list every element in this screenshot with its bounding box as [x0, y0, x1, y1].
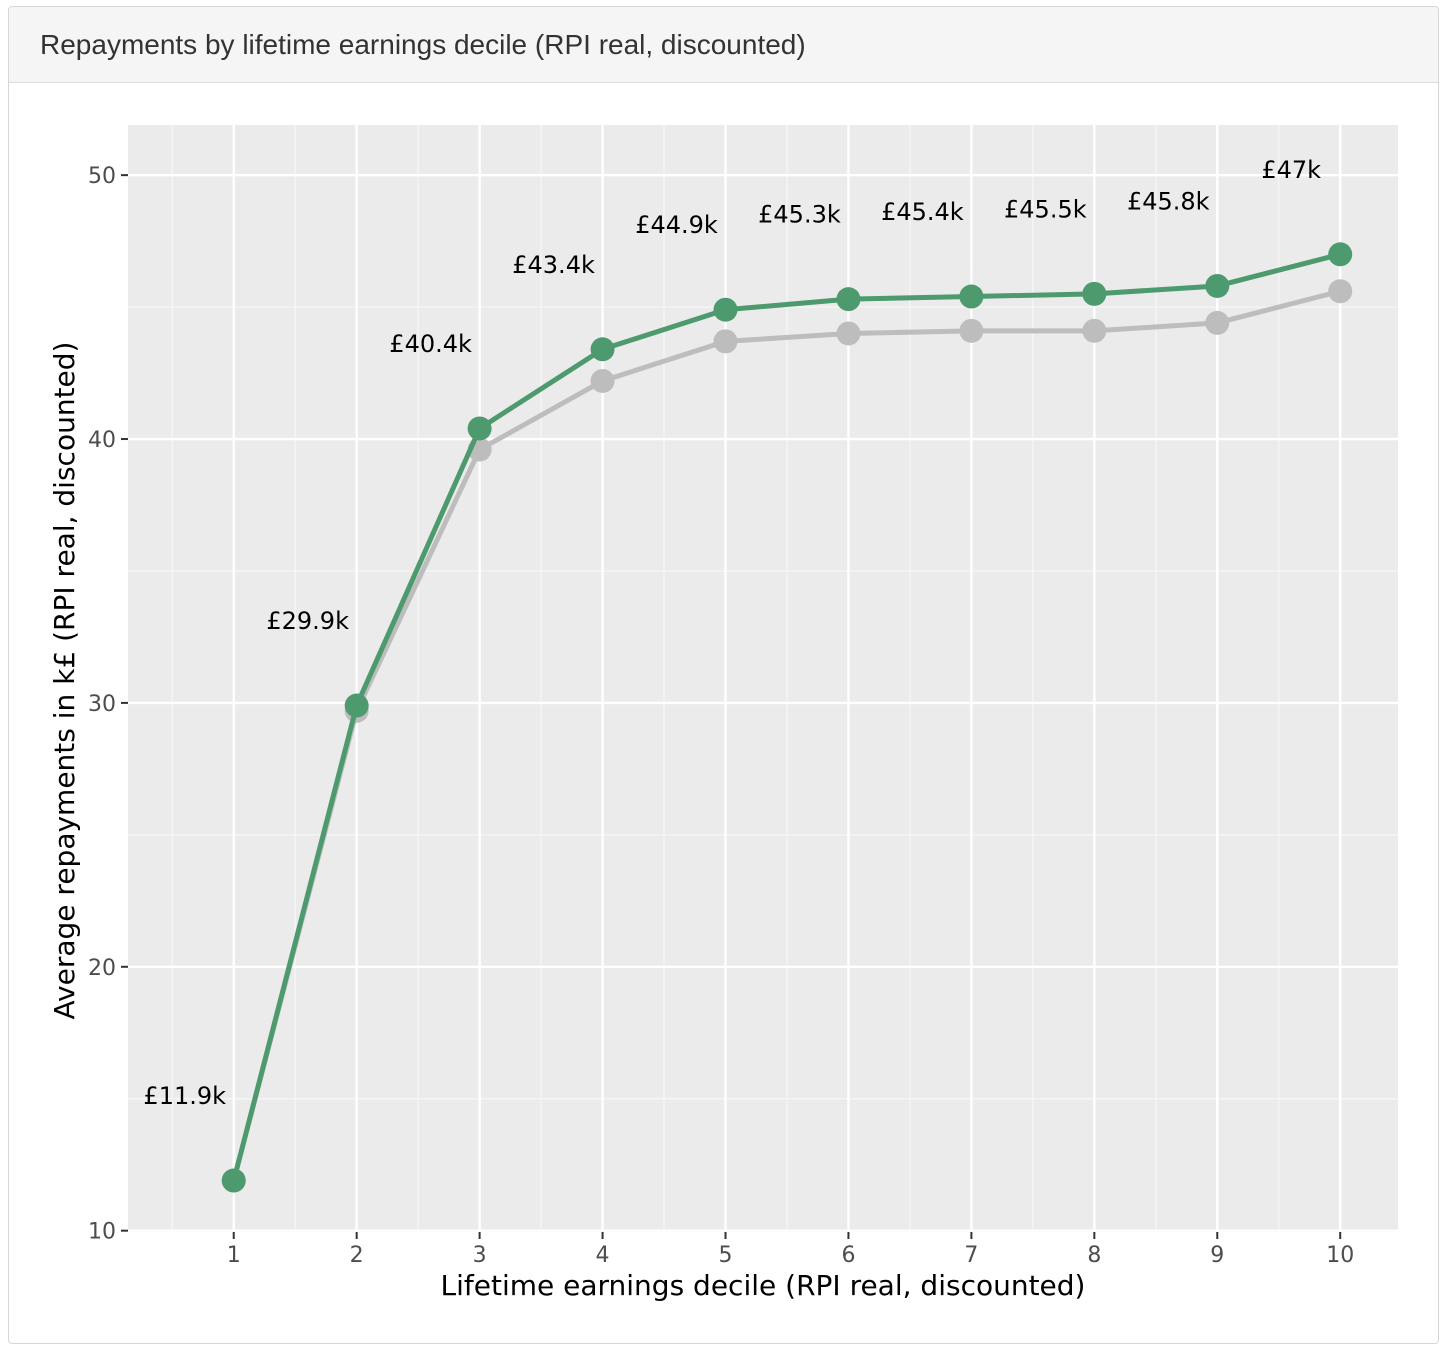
y-tick-label: 50: [88, 164, 116, 189]
y-tick-label: 30: [88, 692, 116, 717]
series-1-point: [713, 329, 738, 354]
data-label: £40.4k: [389, 330, 472, 358]
y-axis-title: Average repayments in k£ (RPI real, disc…: [48, 342, 81, 1020]
series-2-point: [590, 337, 615, 362]
x-tick-label: 4: [596, 1243, 610, 1268]
data-label: £44.9k: [635, 211, 718, 239]
x-tick-label: 10: [1326, 1243, 1354, 1268]
data-label: £43.4k: [512, 251, 595, 279]
panel-header: Repayments by lifetime earnings decile (…: [9, 7, 1438, 83]
series-2-point: [836, 287, 861, 312]
data-label: £45.4k: [881, 198, 964, 226]
x-tick-label: 5: [719, 1243, 733, 1268]
y-tick-label: 20: [88, 956, 116, 981]
panel-title: Repayments by lifetime earnings decile (…: [40, 28, 806, 60]
series-2-point: [1328, 242, 1353, 267]
y-tick-label: 40: [88, 428, 116, 453]
series-line-2: [231, 251, 1341, 1182]
x-tick-label: 9: [1210, 1243, 1224, 1268]
series-2-point: [959, 284, 984, 309]
x-tick-label: 1: [227, 1243, 241, 1268]
x-tick-label: 3: [473, 1243, 487, 1268]
data-label: £45.5k: [1004, 195, 1087, 223]
series-2-point: [1082, 281, 1107, 306]
data-label: £29.9k: [266, 607, 349, 635]
series-1-point: [1328, 279, 1353, 304]
x-tick-label: 7: [964, 1243, 978, 1268]
series-2-point: [221, 1168, 246, 1193]
series-2-point: [1205, 273, 1230, 298]
y-tick-label: 10: [88, 1220, 116, 1245]
x-tick-label: 8: [1087, 1243, 1101, 1268]
x-tick-label: 6: [841, 1243, 855, 1268]
data-label: £47k: [1261, 156, 1321, 184]
x-axis-title: Lifetime earnings decile (RPI real, disc…: [441, 1269, 1086, 1302]
series-1-point: [959, 318, 984, 343]
series-1-point: [1205, 310, 1230, 335]
series-1-point: [1082, 318, 1107, 343]
series-line-1: [231, 288, 1341, 1182]
plot-background: [128, 125, 1398, 1232]
series-1-point: [836, 321, 861, 346]
series-1-point: [590, 368, 615, 393]
series-2-point: [344, 693, 369, 718]
x-tick-label: 2: [350, 1243, 364, 1268]
series-2-point: [467, 416, 492, 441]
series-2-point: [713, 297, 738, 322]
data-label: £45.3k: [758, 201, 841, 229]
data-label: £45.8k: [1127, 187, 1210, 215]
data-label: £11.9k: [143, 1082, 226, 1110]
